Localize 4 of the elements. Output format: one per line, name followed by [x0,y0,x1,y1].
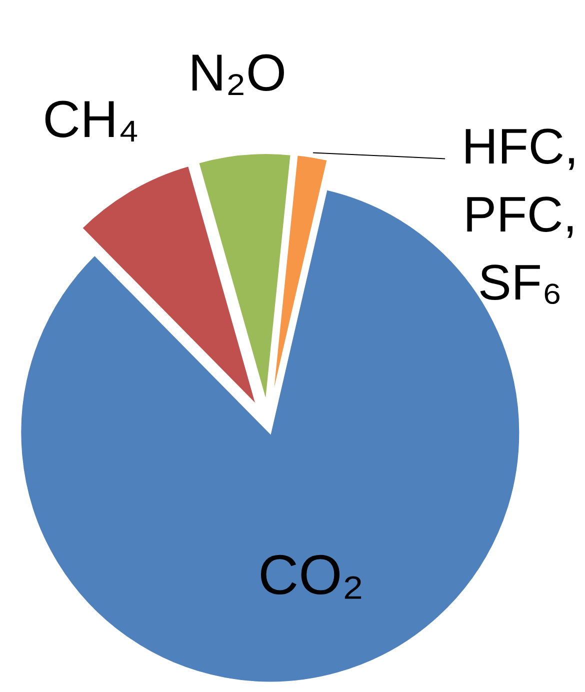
slice-label: CO₂ [258,543,364,606]
slice-label: N₂O [188,44,286,102]
slice-label: HFC, PFC, SF₆ [462,118,578,311]
slice-label: CH₄ [42,90,140,149]
